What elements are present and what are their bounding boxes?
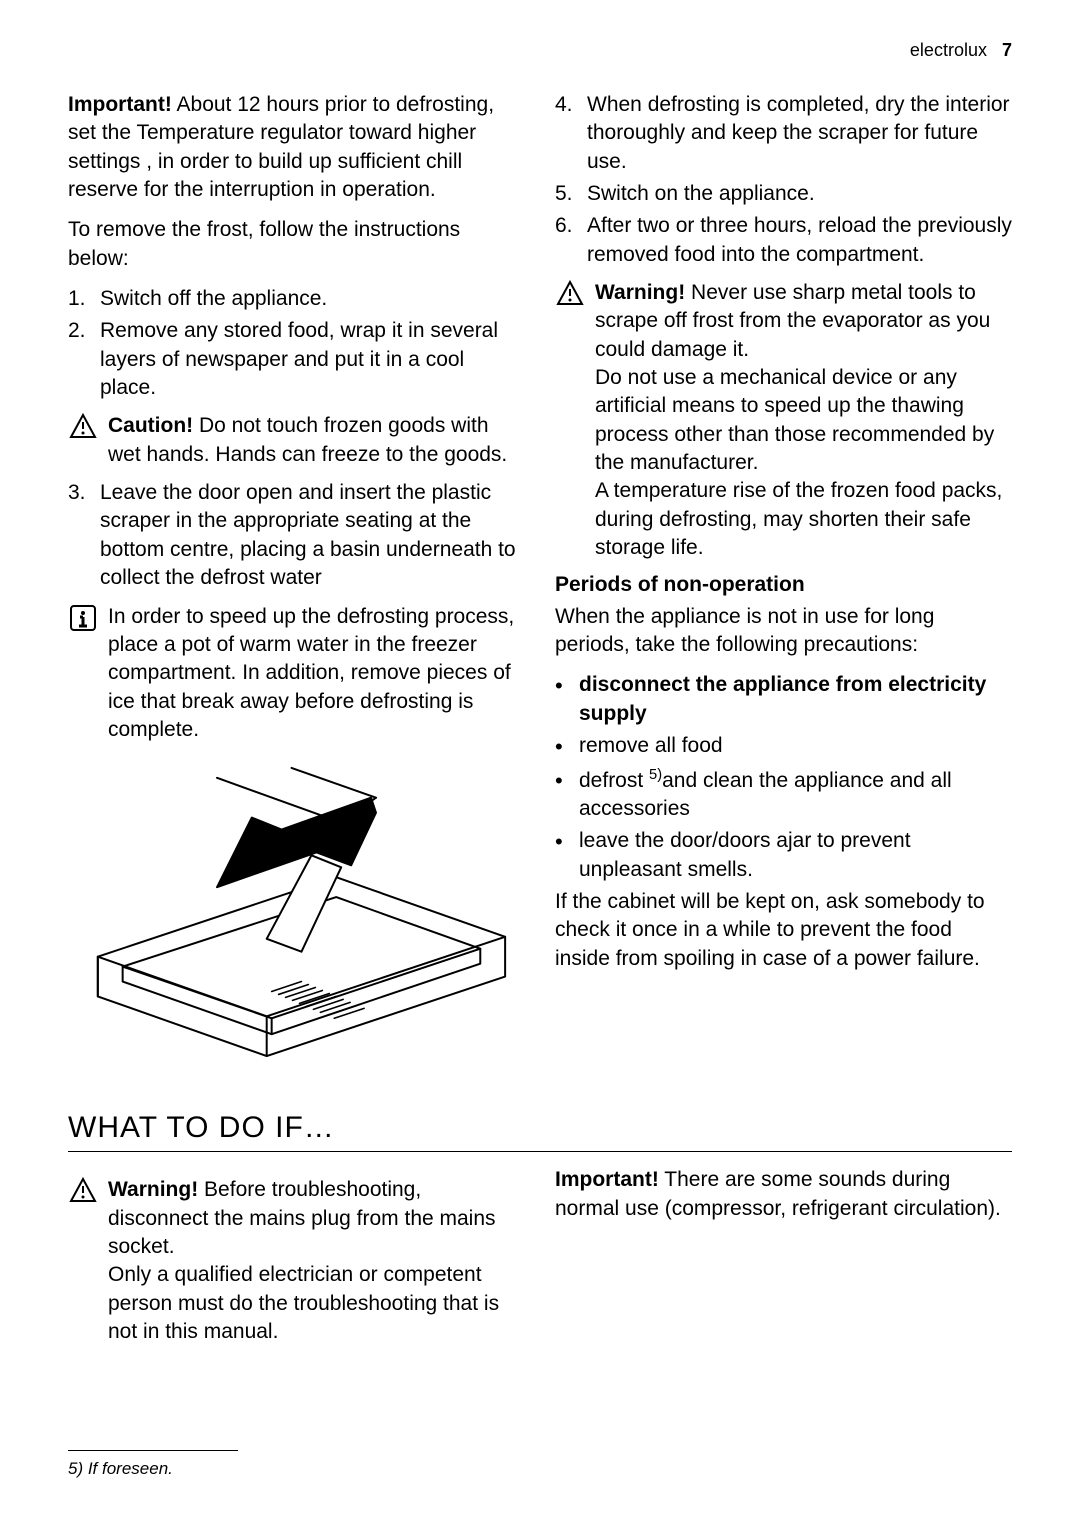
list-item: remove all food xyxy=(555,732,1012,762)
important-label: Important! xyxy=(68,93,172,116)
steps-list-cont: 3.Leave the door open and insert the pla… xyxy=(68,479,525,592)
warning-block: Warning! Never use sharp metal tools to … xyxy=(555,279,1012,562)
left-column: Important! About 12 hours prior to defro… xyxy=(68,91,525,1071)
section-title: WHAT TO DO IF… xyxy=(68,1111,1012,1145)
caution-body: Caution! Do not touch frozen goods with … xyxy=(108,412,525,469)
list-item: 1.Switch off the appliance. xyxy=(68,285,525,313)
important-note: Important! About 12 hours prior to defro… xyxy=(68,91,525,204)
steps-list-right: 4.When defrosting is completed, dry the … xyxy=(555,91,1012,269)
info-icon xyxy=(68,603,108,745)
list-item: defrost 5)and clean the appliance and al… xyxy=(555,766,1012,824)
warning-icon xyxy=(68,412,108,469)
warning-text: Never use sharp metal tools to scrape of… xyxy=(595,281,1002,559)
periods-heading: Periods of non-operation xyxy=(555,573,1012,597)
page-header: electrolux 7 xyxy=(68,40,1012,61)
caution-block: Caution! Do not touch frozen goods with … xyxy=(68,412,525,469)
list-item: 3.Leave the door open and insert the pla… xyxy=(68,479,525,592)
caution-label: Caution! xyxy=(108,414,193,437)
footnote-rule xyxy=(68,1450,238,1451)
periods-outro: If the cabinet will be kept on, ask some… xyxy=(555,888,1012,973)
list-item: leave the door/doors ajar to prevent unp… xyxy=(555,827,1012,884)
list-item: 2.Remove any stored food, wrap it in sev… xyxy=(68,317,525,402)
warning-block-2: Warning! Before troubleshooting, disconn… xyxy=(68,1176,525,1346)
important-label-2: Important! xyxy=(555,1168,659,1191)
brand-label: electrolux xyxy=(910,40,987,60)
warning-body-2: Warning! Before troubleshooting, disconn… xyxy=(108,1176,525,1346)
page-number: 7 xyxy=(1002,40,1012,60)
steps-list: 1.Switch off the appliance. 2.Remove any… xyxy=(68,285,525,402)
scraper-diagram xyxy=(68,758,525,1071)
important-note-2: Important! There are some sounds during … xyxy=(555,1166,1012,1223)
warning-icon xyxy=(555,279,595,562)
warning-text-2: Before troubleshooting, disconnect the m… xyxy=(108,1178,499,1343)
list-item: 4.When defrosting is completed, dry the … xyxy=(555,91,1012,176)
instructions-intro: To remove the frost, follow the instruct… xyxy=(68,216,525,273)
warning-icon xyxy=(68,1176,108,1346)
main-columns: Important! About 12 hours prior to defro… xyxy=(68,91,1012,1071)
warning-label: Warning! xyxy=(595,281,685,304)
list-item: 6.After two or three hours, reload the p… xyxy=(555,212,1012,269)
footnote: 5) If foreseen. xyxy=(68,1459,173,1479)
list-item: 5.Switch on the appliance. xyxy=(555,180,1012,208)
info-block: In order to speed up the defrosting proc… xyxy=(68,603,525,745)
section2-left: Warning! Before troubleshooting, disconn… xyxy=(68,1166,525,1356)
right-column: 4.When defrosting is completed, dry the … xyxy=(555,91,1012,1071)
info-body: In order to speed up the defrosting proc… xyxy=(108,603,525,745)
section-rule xyxy=(68,1151,1012,1152)
section2-right: Important! There are some sounds during … xyxy=(555,1166,1012,1356)
list-item: disconnect the appliance from electricit… xyxy=(555,671,1012,728)
periods-bullets: disconnect the appliance from electricit… xyxy=(555,671,1012,884)
info-text: In order to speed up the defrosting proc… xyxy=(108,603,525,745)
warning-label-2: Warning! xyxy=(108,1178,198,1201)
warning-body: Warning! Never use sharp metal tools to … xyxy=(595,279,1012,562)
periods-intro: When the appliance is not in use for lon… xyxy=(555,603,1012,660)
section2-columns: Warning! Before troubleshooting, disconn… xyxy=(68,1166,1012,1356)
